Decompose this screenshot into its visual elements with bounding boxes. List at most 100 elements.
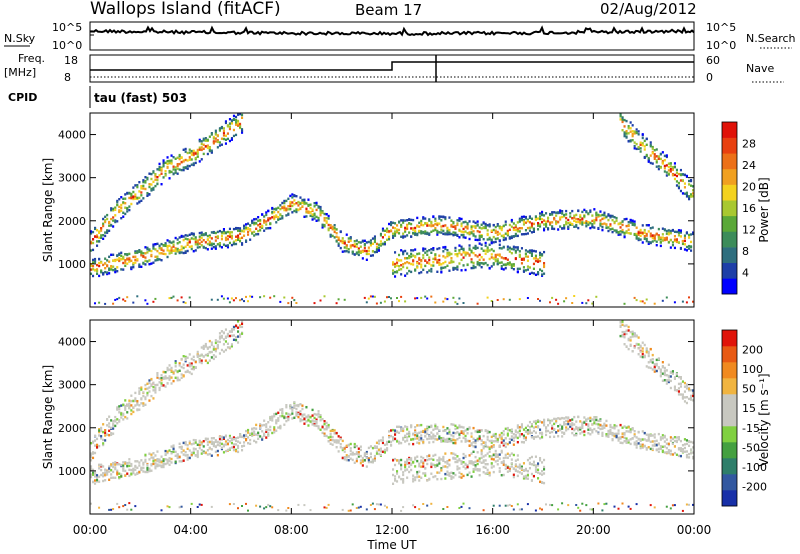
velocity-pixel [386,447,389,450]
power-pixel [98,261,101,265]
power-pixel [174,168,177,172]
velocity-pixel [353,461,356,464]
velocity-pixel [100,473,103,477]
power-pixel [585,222,588,225]
velocity-pixel [410,457,413,460]
power-pixel [494,253,497,257]
velocity-pixel [609,425,612,429]
power-pixel [685,249,688,252]
velocity-pixel [200,359,203,362]
velocity-pixel [148,469,151,473]
velocity-pixel [212,345,215,348]
power-pixel [396,264,399,267]
power-pixel [241,128,244,131]
power-pixel [289,200,292,204]
velocity-pixel [504,427,507,430]
power-pixel [462,221,465,224]
power-pixel [230,138,233,141]
power-pixel [448,269,451,272]
velocity-pixel [480,456,483,459]
velocity-pixel [174,376,177,379]
velocity-pixel [243,441,246,444]
power-pixel [90,263,93,266]
power-pixel [601,217,604,221]
power-pixel [683,182,686,185]
power-pixel [92,230,95,234]
velocity-pixel [162,462,165,465]
power-pixel [466,227,469,230]
power-pixel [512,263,515,266]
velocity-pixel [251,428,254,431]
velocity-pixel [482,471,485,474]
velocity-pixel [377,448,380,451]
power-pixel [220,237,223,241]
velocity-pixel [216,440,219,444]
velocity-pixel [460,505,463,508]
power-pixel [458,297,461,300]
velocity-pixel [573,434,576,437]
nsearch-tick-bottom: 10^0 [706,39,736,52]
power-pixel [132,255,135,259]
power-pixel [120,254,123,257]
velocity-pixel [363,459,366,462]
power-pixel [651,147,654,150]
power-pixel [232,134,235,138]
power-pixel [426,224,429,227]
velocity-pixel [108,478,111,481]
power-pixel [208,149,211,153]
power-pixel [428,218,431,221]
velocity-pixel [494,432,497,436]
power-pixel [671,244,674,247]
velocity-pixel [482,455,485,458]
velocity-pixel [226,335,229,338]
velocity-pixel [160,455,163,458]
power-pixel [436,247,439,251]
power-pixel [472,230,475,233]
velocity-pixel [190,443,193,446]
power-pixel [410,222,413,226]
power-pixel [651,240,654,243]
power-pixel [625,224,628,228]
power-pixel [196,152,199,155]
velocity-pixel [241,435,244,439]
velocity-pixel [428,425,431,429]
power-pixel [414,229,417,232]
velocity-pixel [146,468,149,471]
power-pixel [182,148,185,151]
power-pixel [293,203,296,206]
power-pixel [345,247,348,250]
power-pixel [422,256,425,260]
power-pixel [655,165,658,168]
velocity-pixel [136,400,139,403]
velocity-pixel [504,504,507,507]
power-pixel [116,270,119,273]
power-pixel [162,252,165,255]
velocity-pixel [432,437,435,440]
velocity-pixel [371,461,374,464]
velocity-pixel [629,428,632,431]
power-pixel [438,231,441,234]
power-pixel [559,211,562,214]
power-pixel [228,235,231,238]
power-pixel [460,233,463,237]
power-pixel [269,222,272,226]
power-pixel [220,246,223,249]
power-pixel [404,226,407,230]
velocity-pixel [504,456,507,459]
velocity-pixel [265,430,268,433]
power-pixel [196,151,199,154]
velocity-pixel [104,479,107,482]
power-pixel [482,262,485,265]
power-pixel [551,296,554,299]
velocity-pixel [375,503,378,506]
velocity-pixel [388,436,391,439]
power-pixel [484,244,487,247]
power-pixel [490,248,493,251]
velocity-pixel [629,430,632,434]
power-pixel [158,174,161,177]
power-pixel [291,201,294,204]
velocity-pixel [160,379,163,382]
power-pixel [295,202,298,205]
power-pixel [639,231,642,234]
power-pixel [337,238,340,241]
